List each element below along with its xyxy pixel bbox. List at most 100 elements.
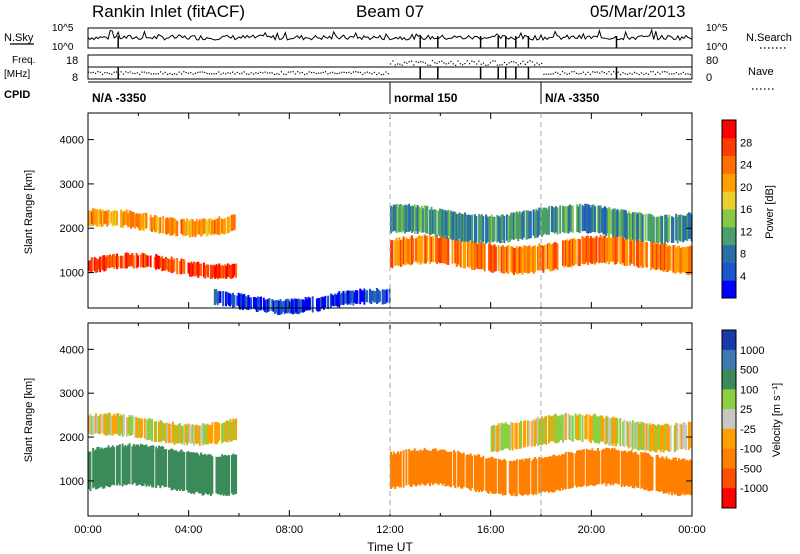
heatmap-cell [228,455,231,496]
heatmap-cell [243,293,246,309]
heatmap-cell [528,211,531,239]
heatmap-cell [615,449,618,484]
nave-dot [631,73,633,75]
heatmap-cell [176,258,179,275]
nave-dot [564,72,566,74]
heatmap-cell [527,459,529,496]
nave-dot [113,71,115,73]
heatmap-cell [466,241,469,267]
heatmap-cell [504,246,507,272]
heatmap-cell [172,449,174,490]
nave-dot [352,71,355,73]
heatmap-cell [399,451,402,488]
heatmap-cell [566,239,569,268]
heatmap-cell [163,258,166,271]
nave-dot [215,73,217,75]
heatmap-cell [405,204,408,232]
heatmap-cell [617,211,620,237]
nave-dot [415,61,417,63]
heatmap-cell [612,208,615,238]
heatmap-cell [659,425,662,453]
heatmap-cell [637,454,640,488]
nave-dot [129,71,132,73]
nave-dot [545,73,547,75]
heatmap-cell [636,213,639,242]
heatmap-cell [589,236,592,264]
heatmap-cell [232,292,234,308]
heatmap-cell [132,255,135,269]
heatmap-cell [431,448,434,485]
heatmap-cell [510,421,513,448]
heatmap-cell [543,457,546,493]
nave-dot [218,71,220,73]
heatmap-cell [391,206,394,232]
nave-dot [157,73,159,75]
heatmap-cell [110,256,113,268]
heatmap-cell [655,243,658,270]
colorbar-swatch [722,488,736,509]
heatmap-cell [603,418,606,445]
heatmap-cell [230,214,233,231]
nave-dot [315,72,317,75]
heatmap-cell [567,205,570,234]
nave-dot [496,64,499,66]
heatmap-cell [576,450,578,488]
heatmap-cell [438,238,441,264]
heatmap-cell [678,215,680,240]
heatmap-cell [187,219,190,236]
heatmap-cell [556,416,559,443]
heatmap-cell [654,425,657,453]
heatmap-cell [125,417,128,437]
y-tick-label: 3000 [60,388,84,400]
heatmap-cell [493,244,496,272]
heatmap-cell [128,415,131,436]
heatmap-cell [194,262,197,277]
heatmap-cell [500,460,503,494]
nave-dot [559,73,561,76]
heatmap-cell [513,460,515,494]
nave-dot [457,60,459,62]
heatmap-cell [364,291,367,302]
heatmap-cell [494,425,497,452]
heatmap-cell [219,457,222,496]
heatmap-cell [589,416,592,443]
heatmap-cell [686,459,689,495]
heatmap-cell [229,418,232,442]
heatmap-cell [359,288,362,305]
heatmap-cell [615,210,618,237]
nave-dot [171,73,173,76]
nave-dot [255,72,257,74]
nave-dot [317,72,320,74]
nave-dot [160,71,162,73]
nave-dot [132,72,134,74]
heatmap-cell [121,415,124,437]
heatmap-cell [169,449,172,488]
heatmap-cell [187,262,190,274]
x-tick-label: 00:00 [74,524,102,536]
heatmap-cell [160,446,163,486]
nave-dot [373,71,375,74]
heatmap-cell [146,420,149,441]
heatmap-cell [124,210,127,225]
heatmap-cell [233,214,236,230]
heatmap-cell [651,240,654,268]
heatmap-cell [535,418,538,444]
heatmap-cell [589,450,592,485]
nave-dot [550,73,552,75]
heatmap-cell [197,453,200,493]
heatmap-cell [581,204,584,232]
heatmap-cell [613,448,616,484]
heatmap-cell [661,216,664,245]
heatmap-cell [228,421,231,440]
nave-dot [678,73,680,75]
heatmap-cell [237,292,240,306]
heatmap-cell [176,451,179,491]
heatmap-cell [668,426,671,452]
colorbar-swatch [722,209,736,228]
heatmap-cell [685,460,687,495]
heatmap-cell [106,414,109,436]
heatmap-cell [225,420,228,443]
nave-dot [94,72,97,74]
heatmap-cell [125,252,128,269]
